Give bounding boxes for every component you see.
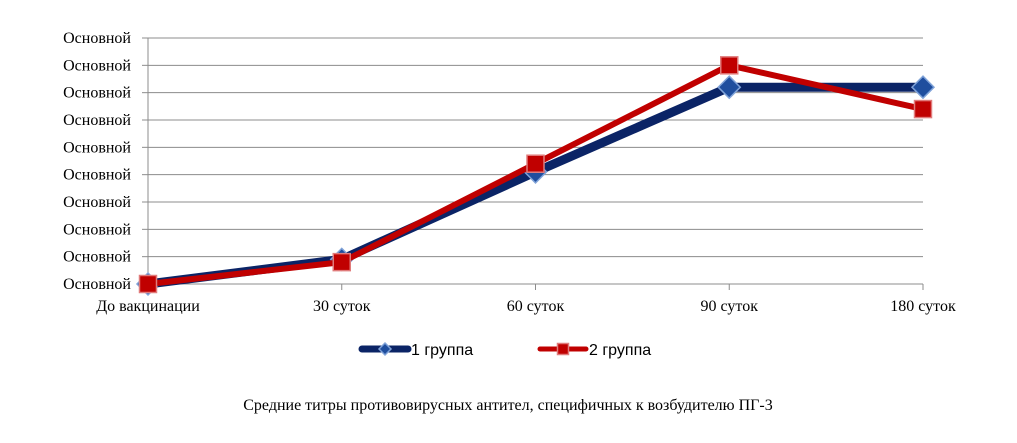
data-point-marker [913, 99, 933, 119]
legend: 1 группа 2 группа [358, 341, 651, 359]
series-2 [138, 56, 933, 294]
legend-label: 1 группа [411, 342, 473, 359]
y-tick-label: Основной [63, 57, 131, 74]
y-tick-label: Основной [63, 221, 131, 238]
y-tick-label: Основной [63, 30, 131, 47]
data-point-marker [910, 75, 936, 100]
x-tick-label: 180 суток [890, 298, 956, 315]
legend-marker [377, 341, 393, 357]
gridlines [148, 37, 923, 258]
series-1-line [143, 82, 928, 289]
y-axis-tick-labels: Основной Основной Основной Основной Основной… [63, 30, 131, 293]
legend-marker [556, 342, 570, 356]
data-point-marker [720, 56, 739, 75]
y-tick-label: Основной [63, 112, 131, 129]
legend-item-2: 2 группа [537, 342, 651, 359]
y-tick-label: Основной [63, 167, 131, 184]
y-tick-label: Основной [63, 276, 131, 293]
x-axis-tick-labels: До вакцинации 30 суток 60 суток 90 суток 180… [96, 298, 956, 315]
x-tick-label: До вакцинации [96, 298, 200, 315]
legend-label: 2 группа [589, 342, 651, 359]
y-tick-label: Основной [63, 249, 131, 266]
x-tick-label: 90 суток [701, 298, 759, 315]
data-point-marker [717, 75, 742, 100]
axes [142, 37, 924, 290]
series-1 [135, 75, 936, 297]
legend-item-1: 1 группа [358, 341, 473, 359]
y-tick-label: Основной [63, 194, 131, 211]
x-tick-label: 60 суток [507, 298, 565, 315]
data-point-marker [138, 274, 158, 294]
y-tick-label: Основной [63, 85, 131, 102]
x-tick-label: 30 суток [313, 298, 371, 315]
series-layer [135, 56, 936, 297]
data-point-marker [332, 252, 351, 272]
y-tick-label: Основной [63, 139, 131, 156]
data-point-marker [526, 154, 545, 173]
caption: Средние титры противовирусных антител, с… [243, 397, 773, 414]
